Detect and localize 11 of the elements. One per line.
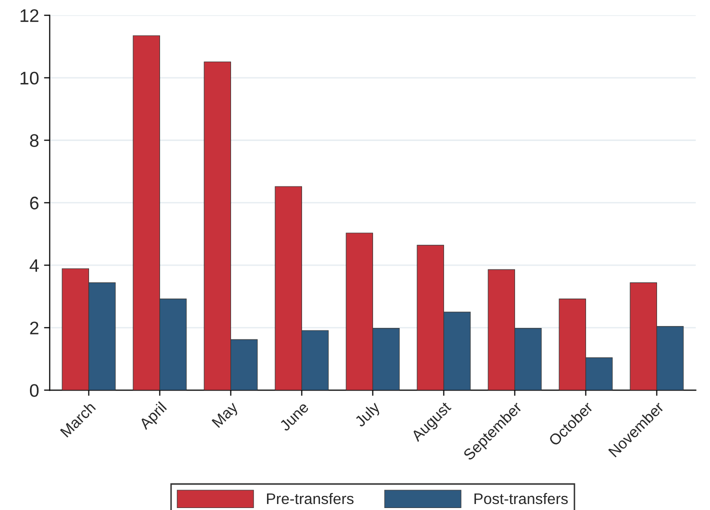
legend-label: Pre-transfers [267,492,354,504]
x-tick-label: July [354,400,383,430]
y-tick-label: 2 [30,322,38,334]
y-tick-label: 12 [20,9,38,22]
y-tick-label: 0 [30,384,39,397]
y-tick-label: 8 [30,134,38,147]
y-tick-label: 4 [30,259,39,272]
y-tick-label: 6 [30,196,38,210]
y-tick-label: 10 [20,72,39,84]
legend-label: Post-transfers [474,492,568,504]
x-tick-label: May [212,400,241,430]
